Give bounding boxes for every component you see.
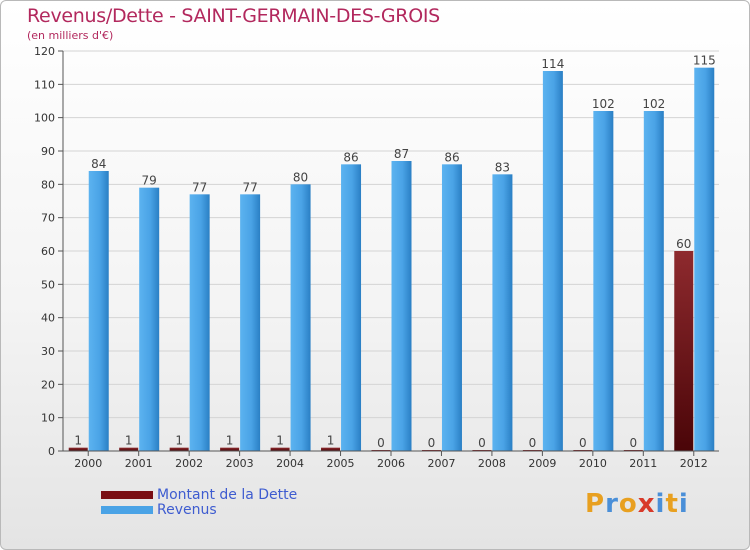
bar-debt-2003 <box>220 447 240 451</box>
legend: Montant de la Dette Revenus <box>101 486 298 518</box>
data-label-debt-2001: 1 <box>125 434 133 448</box>
bar-revenue-2008 <box>492 174 513 452</box>
x-tick-label: 2006 <box>377 457 405 470</box>
bar-debt-2005 <box>321 447 341 451</box>
bar-revenue-2005 <box>341 164 362 452</box>
bar-debt-2001 <box>119 447 139 451</box>
data-label-debt-2000: 1 <box>74 434 82 448</box>
legend-item-revenue: Revenus <box>101 501 297 518</box>
data-label-revenue-2003: 77 <box>242 180 257 194</box>
bar-revenue-2002 <box>189 194 210 452</box>
legend-item-debt: Montant de la Dette <box>101 486 298 503</box>
data-label-revenue-2012: 115 <box>693 54 716 68</box>
x-tick-label: 2012 <box>680 457 708 470</box>
y-tick-label: 80 <box>41 178 55 191</box>
y-tick-label: 10 <box>41 412 55 425</box>
y-tick-label: 90 <box>41 145 55 158</box>
bar-revenue-2003 <box>240 194 261 452</box>
legend-label-revenue: Revenus <box>157 501 217 518</box>
y-tick-label: 70 <box>41 212 55 225</box>
bar-revenue-2011 <box>643 111 664 451</box>
data-label-revenue-2005: 86 <box>343 150 358 164</box>
x-tick-label: 2009 <box>528 457 556 470</box>
logo-letter: x <box>637 489 656 519</box>
data-label-revenue-2002: 77 <box>192 180 207 194</box>
data-label-debt-2010: 0 <box>579 436 587 450</box>
y-tick-label: 120 <box>34 45 55 58</box>
data-label-debt-2006: 0 <box>377 436 385 450</box>
x-tick-label: 2000 <box>74 457 102 470</box>
data-label-revenue-2007: 86 <box>444 150 459 164</box>
x-tick-label: 2007 <box>427 457 455 470</box>
logo-letter: t <box>665 489 679 519</box>
data-label-debt-2009: 0 <box>529 436 537 450</box>
logo-letter: P <box>585 489 606 519</box>
y-tick-label: 40 <box>41 312 55 325</box>
data-label-debt-2008: 0 <box>478 436 486 450</box>
data-label-revenue-2011: 102 <box>642 97 665 111</box>
data-label-revenue-2008: 83 <box>495 160 510 174</box>
y-tick-label: 110 <box>34 78 55 91</box>
data-label-revenue-2010: 102 <box>592 97 615 111</box>
grid <box>63 50 719 452</box>
x-tick-label: 2010 <box>579 457 607 470</box>
bar-revenue-2006 <box>391 161 412 451</box>
bar-revenue-2000 <box>88 171 109 451</box>
bars <box>68 67 715 452</box>
data-label-debt-2004: 1 <box>276 434 284 448</box>
bar-debt-2012 <box>674 251 694 451</box>
data-label-debt-2005: 1 <box>327 434 335 448</box>
y-tick-label: 60 <box>41 245 55 258</box>
data-label-revenue-2000: 84 <box>91 157 106 171</box>
y-tick-label: 50 <box>41 278 55 291</box>
x-tick-label: 2005 <box>327 457 355 470</box>
legend-swatch-revenue <box>101 505 153 514</box>
chart-subtitle: (en milliers d'€) <box>27 29 114 42</box>
bar-revenue-2010 <box>593 111 614 451</box>
data-label-debt-2007: 0 <box>428 436 436 450</box>
bar-debt-2004 <box>270 447 290 451</box>
bar-revenue-2004 <box>290 184 311 452</box>
logo-letter: r <box>605 489 619 519</box>
logo-letter: i <box>655 489 666 519</box>
bar-revenue-2012 <box>694 67 715 452</box>
x-tick-label: 2008 <box>478 457 506 470</box>
y-tick-label: 100 <box>34 112 55 125</box>
x-tick-label: 2002 <box>175 457 203 470</box>
x-tick-label: 2004 <box>276 457 304 470</box>
data-label-debt-2003: 1 <box>226 434 234 448</box>
y-tick-label: 0 <box>48 445 55 458</box>
y-tick-label: 20 <box>41 378 55 391</box>
data-labels: 1 84 1 79 1 77 1 77 1 80 1 86 0 87 0 86 0 83 0 114 0 102 0 102 6… <box>74 54 715 450</box>
chart-title: Revenus/Dette - SAINT-GERMAIN-DES-GROIS <box>27 5 440 27</box>
y-tick-label: 30 <box>41 345 55 358</box>
bar-revenue-2009 <box>542 71 563 451</box>
data-label-debt-2012: 60 <box>676 237 691 251</box>
data-label-revenue-2001: 79 <box>142 174 157 188</box>
data-label-debt-2002: 1 <box>175 434 183 448</box>
data-label-revenue-2004: 80 <box>293 170 308 184</box>
x-tick-label: 2001 <box>125 457 153 470</box>
data-label-debt-2011: 0 <box>629 436 637 450</box>
logo-letter: o <box>618 489 638 519</box>
legend-label-debt: Montant de la Dette <box>157 486 298 503</box>
data-label-revenue-2009: 114 <box>541 57 564 71</box>
bar-revenue-2001 <box>139 187 160 451</box>
bar-revenue-2007 <box>441 164 462 452</box>
bar-debt-2000 <box>68 447 88 451</box>
logo-letter: i <box>678 489 689 519</box>
x-tick-label: 2011 <box>629 457 657 470</box>
legend-swatch-debt <box>101 490 153 499</box>
proxiti-logo: Proxiti <box>585 489 689 519</box>
bar-debt-2002 <box>169 447 189 451</box>
x-tick-label: 2003 <box>226 457 254 470</box>
data-label-revenue-2006: 87 <box>394 147 409 161</box>
